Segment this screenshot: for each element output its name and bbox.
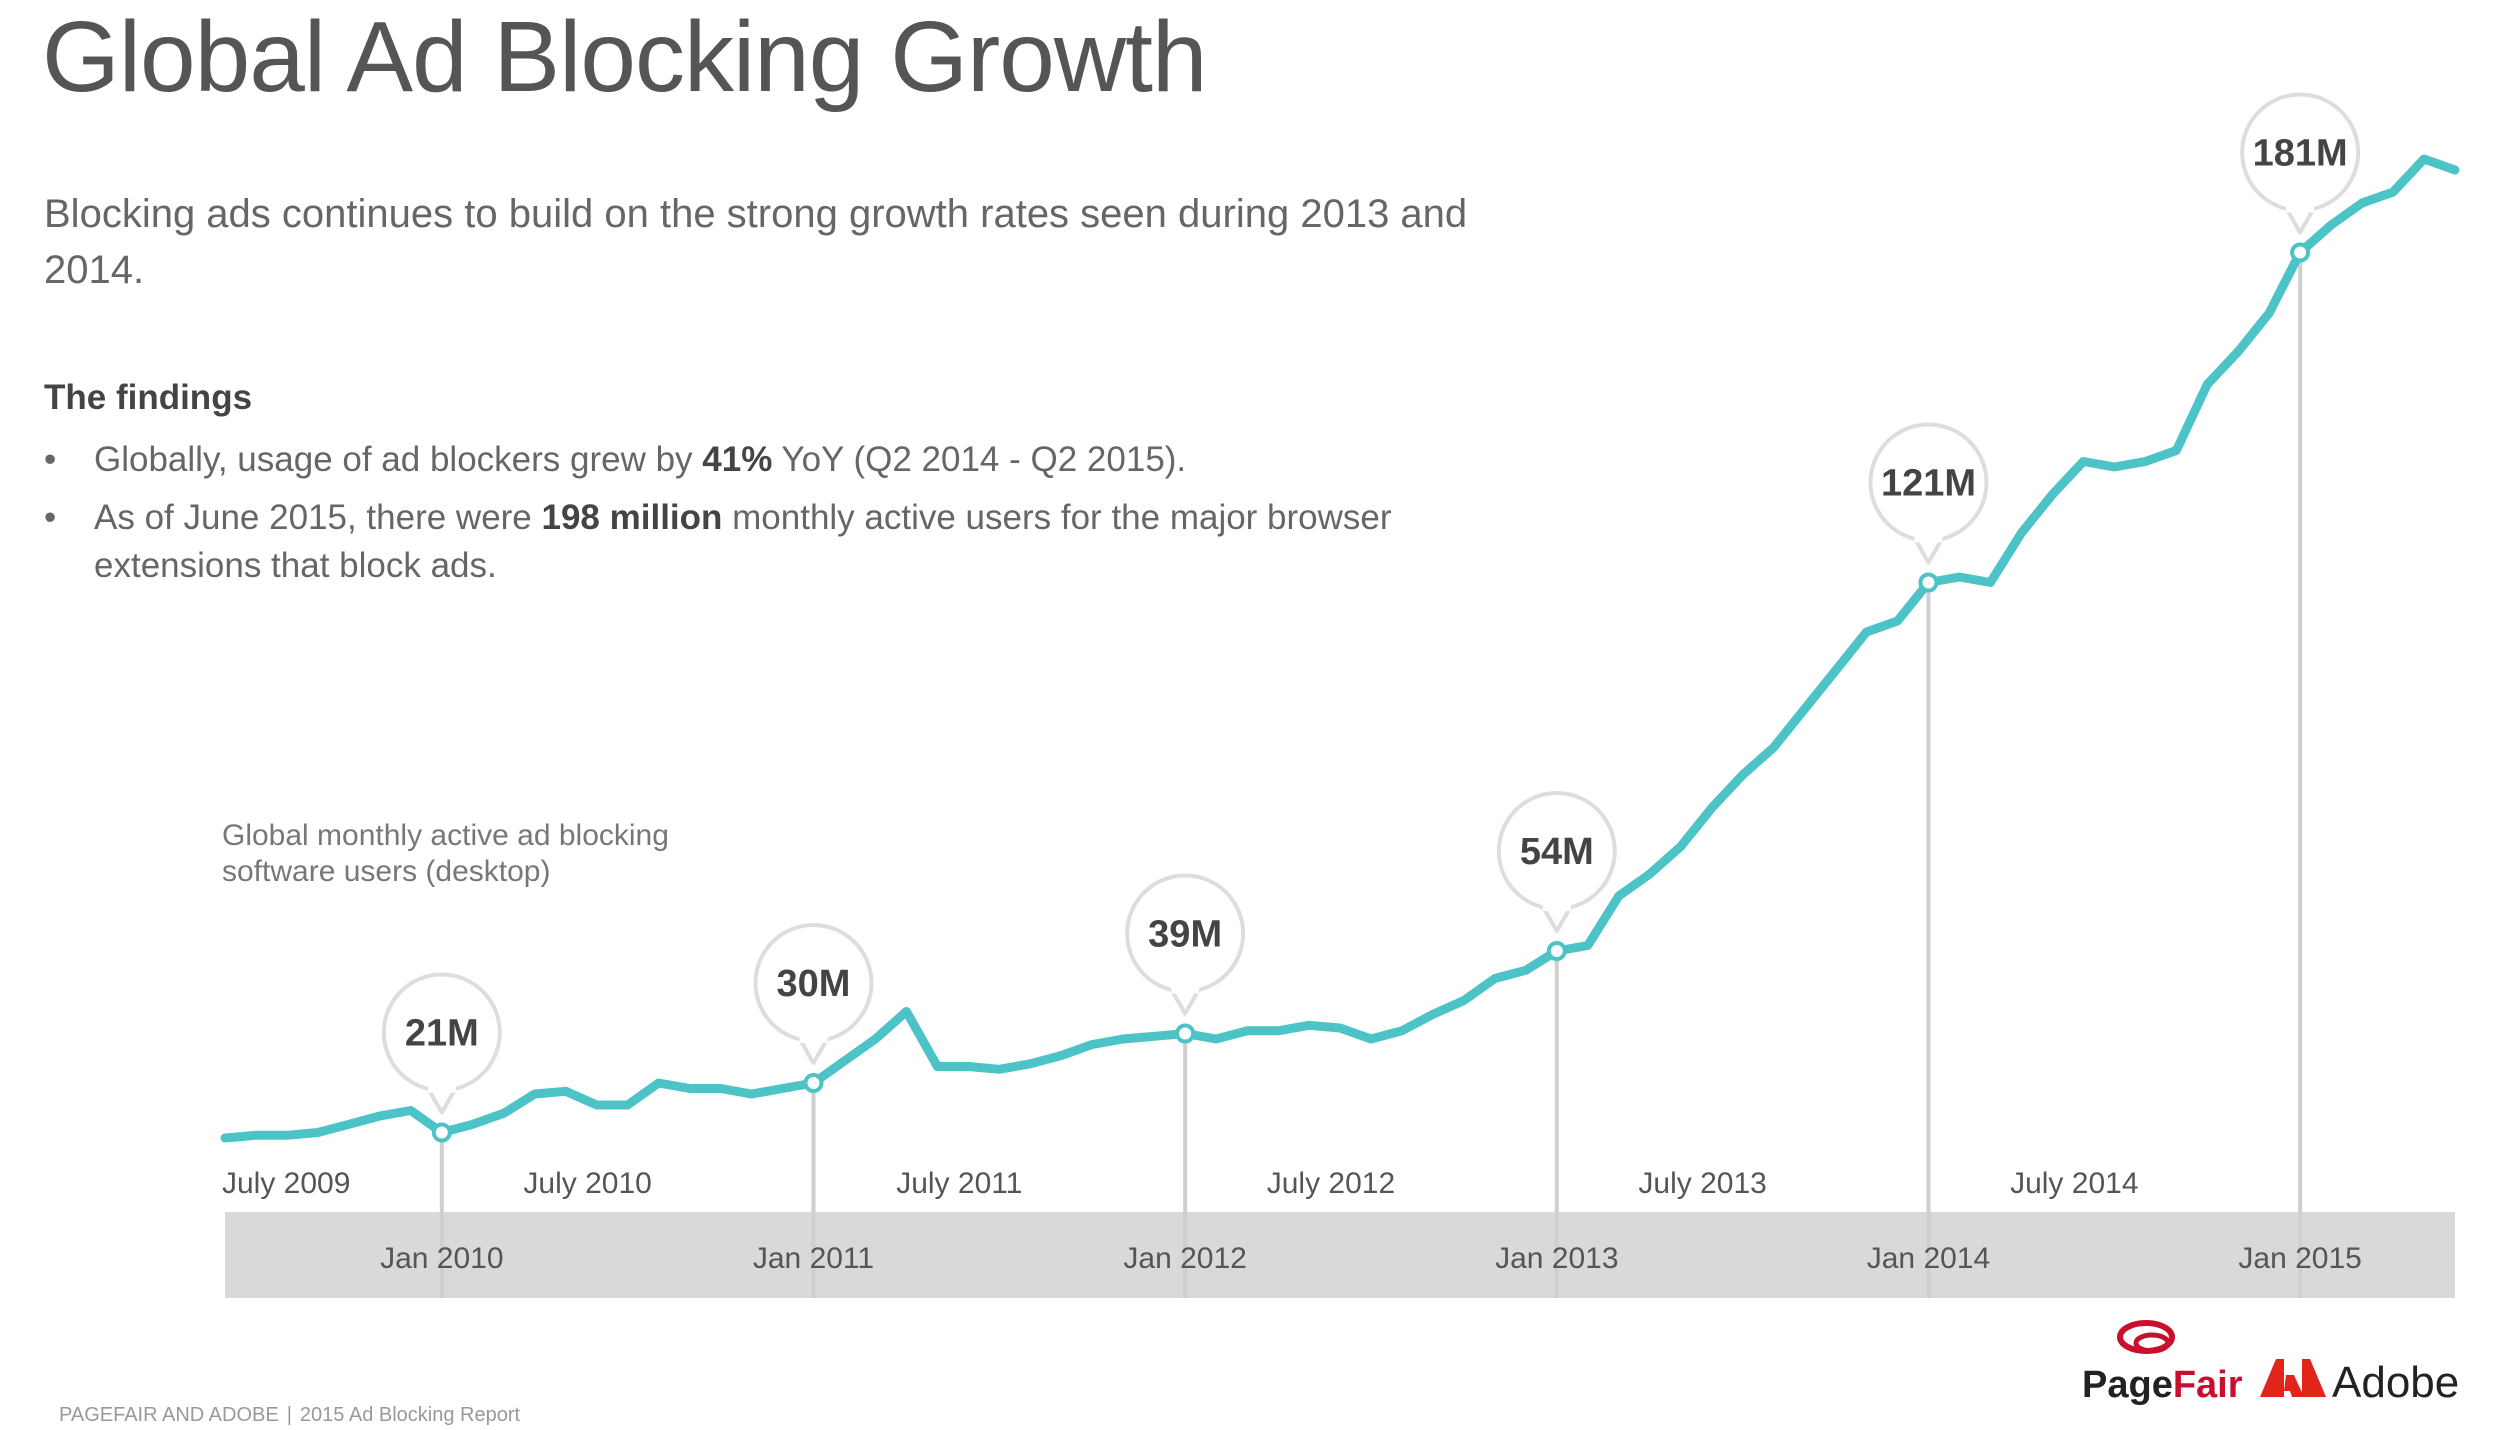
x-tick-label-band: Jan 2013 <box>1495 1242 1618 1275</box>
series-label: Global monthly active ad blocking softwar… <box>222 819 669 888</box>
data-point-marker <box>803 1073 824 1093</box>
footer-left: PAGEFAIR AND ADOBE <box>59 1404 279 1426</box>
adobe-logo-text: Adobe <box>2332 1358 2459 1407</box>
x-tick-label-band: Jan 2015 <box>2238 1242 2361 1275</box>
data-label: 54M <box>1520 831 1594 873</box>
findings-heading: The findings <box>44 378 253 417</box>
data-label: 39M <box>1148 914 1222 956</box>
finding-text: As of June 2015, there were <box>94 498 542 537</box>
x-tick-label-band: Jan 2014 <box>1867 1242 1990 1275</box>
callout: 181M <box>2240 92 2361 263</box>
data-point-marker <box>1546 941 1567 961</box>
finding-text: monthly active users for the major brows… <box>94 498 1392 585</box>
series-label-line: software users (desktop) <box>222 855 550 888</box>
finding-highlight: 41% <box>702 440 773 479</box>
bullet-icon: • <box>44 440 57 479</box>
x-axis-band <box>225 1212 2455 1298</box>
finding-item: • As of June 2015, there were 198 millio… <box>44 494 1544 590</box>
finding-item: • Globally, usage of ad blockers grew by… <box>44 436 1544 484</box>
callout: 121M <box>1868 422 1989 593</box>
x-tick-label-band: Jan 2010 <box>380 1242 503 1275</box>
page-title: Global Ad Blocking Growth <box>42 1 1208 113</box>
x-tick-label-band: Jan 2012 <box>1123 1242 1246 1275</box>
callout: 39M <box>1125 873 1246 1044</box>
callout: 21M <box>381 972 502 1143</box>
x-tick-label-top: July 2011 <box>896 1167 1022 1200</box>
data-point-marker <box>1175 1023 1196 1044</box>
pagefair-logo-text: PageFair <box>2082 1364 2243 1406</box>
callout: 30M <box>753 923 874 1093</box>
data-point-marker <box>1918 572 1939 593</box>
data-label: 21M <box>405 1013 479 1055</box>
callout-pointer-join <box>2286 202 2315 213</box>
x-tick-label-top: July 2014 <box>2010 1167 2138 1200</box>
series-label-line: Global monthly active ad blocking <box>222 819 669 852</box>
pagefair-logo-icon <box>2117 1320 2175 1354</box>
data-label: 121M <box>1881 463 1976 505</box>
callout-pointer-join <box>1171 983 1200 994</box>
data-label: 30M <box>777 963 851 1005</box>
x-tick-label-top: July 2010 <box>523 1167 651 1200</box>
adobe-logo-icon <box>2260 1359 2326 1397</box>
finding-text: Globally, usage of ad blockers grew by <box>94 440 703 479</box>
x-tick-label-band: Jan 2011 <box>753 1242 874 1275</box>
partner-logos: PageFair Adobe <box>2082 1320 2459 1407</box>
footer-separator: | <box>286 1404 292 1426</box>
finding-text: YoY (Q2 2014 - Q2 2015). <box>772 440 1187 479</box>
data-label: 181M <box>2253 133 2348 175</box>
callout-pointer-join <box>1542 901 1571 911</box>
bullet-icon: • <box>44 498 57 537</box>
data-point-marker <box>431 1122 452 1143</box>
callout: 54M <box>1496 791 1617 961</box>
callout-pointer-join <box>427 1082 456 1093</box>
callout-pointer-join <box>1914 532 1943 543</box>
finding-highlight: 198 million <box>541 498 723 537</box>
footer-right: 2015 Ad Blocking Report <box>299 1404 521 1426</box>
findings-list: • Globally, usage of ad blockers grew by… <box>44 436 1544 600</box>
x-tick-label-top: July 2012 <box>1267 1167 1395 1200</box>
x-tick-label-top: July 2013 <box>1638 1167 1766 1200</box>
callout-pointer-join <box>799 1033 828 1043</box>
series-line <box>220 154 2460 1143</box>
data-point-marker <box>2290 242 2311 263</box>
footer: PAGEFAIR AND ADOBE | 2015 Ad Blocking Repo… <box>55 1404 524 1427</box>
x-tick-label-top: July 2009 <box>222 1167 350 1200</box>
page-subtitle: Blocking ads continues to build on the s… <box>44 192 1468 292</box>
